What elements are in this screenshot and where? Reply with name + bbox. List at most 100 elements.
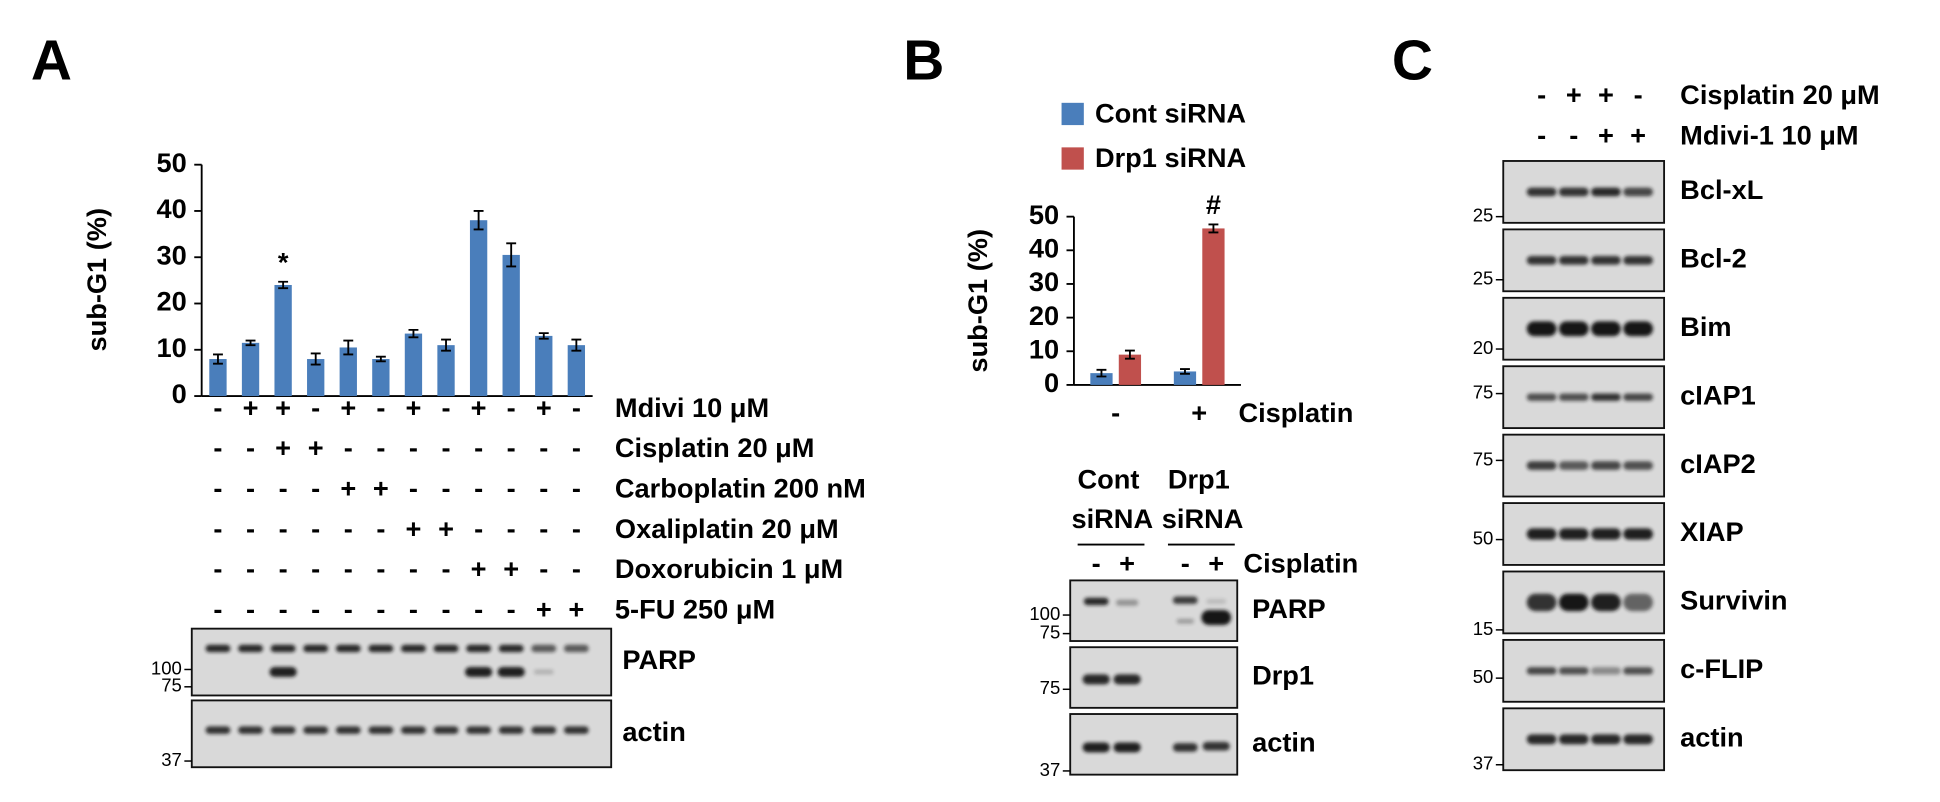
band <box>1558 667 1589 675</box>
marker-label: 15 <box>1473 618 1494 639</box>
error-bar <box>1208 223 1219 234</box>
band <box>368 644 394 653</box>
condition-sign: + <box>243 392 259 423</box>
condition-sign: - <box>539 513 548 544</box>
condition-sign: - <box>507 473 516 504</box>
condition-sign: + <box>1598 79 1614 110</box>
condition-sign: - <box>507 594 516 625</box>
bar <box>567 345 586 397</box>
band <box>1623 528 1653 540</box>
error-bar <box>1096 368 1107 378</box>
condition-sign: + <box>536 392 552 423</box>
condition-sign: - <box>572 432 581 463</box>
condition-sign: - <box>474 432 483 463</box>
condition-sign: - <box>376 513 385 544</box>
condition-sign: - <box>344 432 353 463</box>
band <box>464 667 493 677</box>
y-tick-label: 0 <box>172 378 187 409</box>
condition-sign: - <box>344 513 353 544</box>
band <box>1558 187 1589 197</box>
band <box>303 726 329 734</box>
y-tick-label: 10 <box>157 332 187 363</box>
blot-label: c-FLIP <box>1680 653 1763 684</box>
condition-sign: + <box>373 473 389 504</box>
condition-sign: - <box>279 594 288 625</box>
condition-sign: + <box>503 553 519 584</box>
band <box>1083 597 1109 606</box>
y-tick-label: 20 <box>157 286 187 317</box>
band <box>1623 321 1653 337</box>
band <box>1623 593 1653 612</box>
condition-label: Cisplatin 20 μM <box>615 432 815 463</box>
error-bar <box>1180 368 1190 375</box>
group-label: Drp1 siRNA <box>1162 464 1244 535</box>
band <box>303 644 329 653</box>
band <box>563 644 589 653</box>
error-bar <box>310 352 321 366</box>
band <box>563 726 589 734</box>
legend-swatch <box>1061 147 1084 170</box>
marker-label: 75 <box>1040 622 1061 643</box>
bar <box>437 345 455 397</box>
marker-label: 25 <box>1473 205 1494 226</box>
band <box>433 644 459 653</box>
condition-sign: + <box>568 594 584 625</box>
band <box>1591 255 1621 265</box>
condition-sign: - <box>246 432 255 463</box>
bar <box>307 359 325 397</box>
condition-label: Cisplatin 20 μM <box>1680 79 1880 110</box>
condition-sign: + <box>275 392 291 423</box>
blot-label: Drp1 <box>1252 660 1314 691</box>
band <box>1591 461 1621 470</box>
legend-label: Drp1 siRNA <box>1095 142 1246 173</box>
blot-label: actin <box>1252 727 1316 758</box>
condition-sign: - <box>507 513 516 544</box>
condition-sign: - <box>246 473 255 504</box>
band <box>497 667 525 677</box>
blot-label: Bcl-2 <box>1680 243 1747 274</box>
condition-sign: - <box>474 594 483 625</box>
band <box>498 644 524 653</box>
band <box>1082 742 1110 753</box>
band <box>1623 461 1653 470</box>
y-tick-label: 40 <box>1029 232 1059 263</box>
blot-label: Bim <box>1680 311 1731 342</box>
condition-sign: - <box>441 553 450 584</box>
condition-sign: - <box>213 553 222 584</box>
condition-label: Mdivi 10 μM <box>615 392 769 423</box>
y-axis-label: sub-G1 (%) <box>962 229 993 373</box>
error-bar <box>441 338 451 352</box>
band <box>1591 393 1621 401</box>
panel-label: B <box>903 29 944 93</box>
marker-label: 75 <box>1473 381 1494 402</box>
band <box>1558 593 1589 612</box>
condition-sign: - <box>1092 548 1101 579</box>
x-axis-label: Cisplatin <box>1238 397 1353 428</box>
legend-swatch <box>1061 102 1084 126</box>
blot-label: cIAP2 <box>1680 448 1756 479</box>
condition-sign: - <box>409 594 418 625</box>
condition-sign: - <box>376 432 385 463</box>
marker-label: 75 <box>161 675 182 696</box>
band <box>1591 667 1621 675</box>
band <box>1526 593 1557 612</box>
condition-sign: + <box>406 392 422 423</box>
blot-label: actin <box>1680 721 1744 752</box>
condition-sign: - <box>1537 79 1546 110</box>
condition-sign: + <box>1630 120 1646 151</box>
condition-sign: - <box>213 513 222 544</box>
condition-sign: - <box>1634 79 1643 110</box>
condition-sign: - <box>409 432 418 463</box>
condition-sign: - <box>246 553 255 584</box>
band <box>533 669 554 675</box>
bar <box>1173 371 1197 385</box>
bar <box>1118 354 1142 385</box>
band <box>1591 187 1621 197</box>
condition-label: Doxorubicin 1 μM <box>615 553 843 584</box>
band <box>1558 461 1589 470</box>
condition-sign: - <box>507 392 516 423</box>
band <box>1082 674 1110 685</box>
bar <box>502 254 520 397</box>
condition-sign: - <box>572 553 581 584</box>
